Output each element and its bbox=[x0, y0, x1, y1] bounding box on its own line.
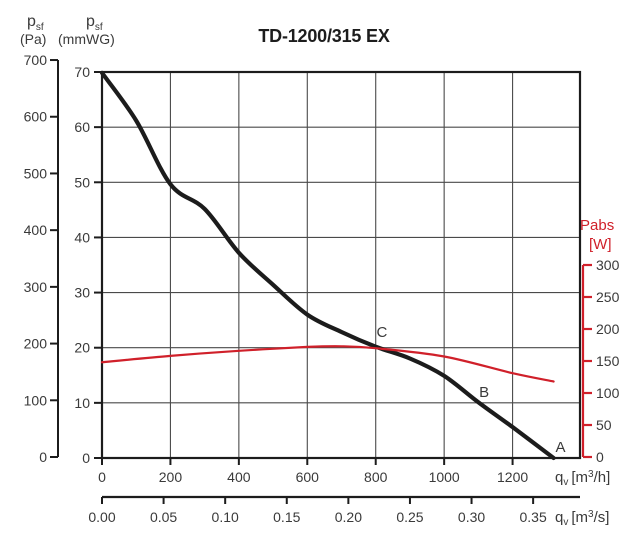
mmwg-tick-label: 60 bbox=[74, 119, 90, 135]
axes: 0102030405060700100200300400500600700050… bbox=[24, 52, 620, 525]
pa-tick-label: 100 bbox=[24, 392, 48, 408]
pa-tick-label: 300 bbox=[24, 279, 48, 295]
qs-tick-label: 0.35 bbox=[520, 509, 547, 525]
qh-tick-label: 800 bbox=[364, 469, 388, 485]
mmwg-axis-title: psf bbox=[86, 13, 103, 33]
pa-tick-label: 600 bbox=[24, 109, 48, 125]
qs-tick-label: 0.10 bbox=[212, 509, 239, 525]
pa-tick-label: 0 bbox=[39, 449, 47, 465]
qh-tick-label: 1200 bbox=[497, 469, 528, 485]
mmwg-tick-label: 40 bbox=[74, 229, 90, 245]
plot-border bbox=[100, 70, 582, 460]
curves bbox=[99, 70, 556, 461]
pa-tick-label: 200 bbox=[24, 336, 48, 352]
curve-point-labels: A B C bbox=[376, 324, 565, 456]
power-curve bbox=[100, 345, 555, 383]
mmwg-tick-label: 10 bbox=[74, 395, 90, 411]
pa-tick-label: 500 bbox=[24, 165, 48, 181]
pa-axis-unit: (Pa) bbox=[20, 31, 46, 47]
qs-tick-label: 0.15 bbox=[273, 509, 300, 525]
pabs-tick-label: 50 bbox=[596, 417, 612, 433]
qh-tick-label: 400 bbox=[227, 469, 251, 485]
curve-point-label-b: B bbox=[479, 384, 489, 401]
pa-tick-label: 400 bbox=[24, 222, 48, 238]
qs-tick-label: 0.25 bbox=[396, 509, 423, 525]
flow-m3s-axis-label: qv [m3/s] bbox=[555, 509, 609, 528]
mmwg-tick-label: 30 bbox=[74, 285, 90, 301]
curve-point-label-a: A bbox=[555, 439, 565, 456]
pabs-tick-label: 200 bbox=[596, 321, 620, 337]
qs-tick-label: 0.00 bbox=[88, 509, 115, 525]
mmwg-tick-label: 70 bbox=[74, 64, 90, 80]
qh-tick-label: 1000 bbox=[429, 469, 460, 485]
qs-tick-label: 0.20 bbox=[335, 509, 362, 525]
pa-axis-title: psf bbox=[27, 13, 44, 33]
pabs-tick-label: 300 bbox=[596, 257, 620, 273]
gridlines bbox=[100, 70, 582, 460]
mmwg-tick-label: 50 bbox=[74, 174, 90, 190]
mmwg-axis-unit: (mmWG) bbox=[58, 31, 115, 47]
chart-title: TD-1200/315 EX bbox=[258, 26, 389, 46]
qh-tick-label: 600 bbox=[296, 469, 320, 485]
pabs-tick-label: 100 bbox=[596, 385, 620, 401]
qh-tick-label: 0 bbox=[98, 469, 106, 485]
pabs-tick-label: 0 bbox=[596, 449, 604, 465]
pressure-curve bbox=[99, 70, 556, 461]
mmwg-tick-label: 20 bbox=[74, 340, 90, 356]
curve-point-label-c: C bbox=[376, 324, 387, 341]
qh-tick-label: 200 bbox=[159, 469, 183, 485]
pabs-axis-title: Pabs bbox=[580, 217, 614, 234]
qs-tick-label: 0.30 bbox=[458, 509, 485, 525]
pabs-axis-unit: [W] bbox=[589, 236, 612, 253]
pa-tick-label: 700 bbox=[24, 52, 48, 68]
pabs-tick-label: 150 bbox=[596, 353, 620, 369]
pabs-tick-label: 250 bbox=[596, 289, 620, 305]
mmwg-tick-label: 0 bbox=[82, 450, 90, 466]
flow-m3h-axis-label: qv [m3/h] bbox=[555, 469, 610, 488]
qs-tick-label: 0.05 bbox=[150, 509, 177, 525]
